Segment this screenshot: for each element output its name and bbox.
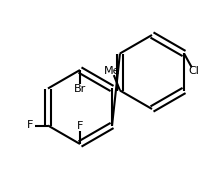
Text: Cl: Cl — [189, 66, 200, 76]
Text: Br: Br — [74, 84, 86, 94]
Text: Me: Me — [104, 65, 120, 75]
Text: F: F — [27, 121, 33, 131]
Text: F: F — [77, 121, 83, 131]
